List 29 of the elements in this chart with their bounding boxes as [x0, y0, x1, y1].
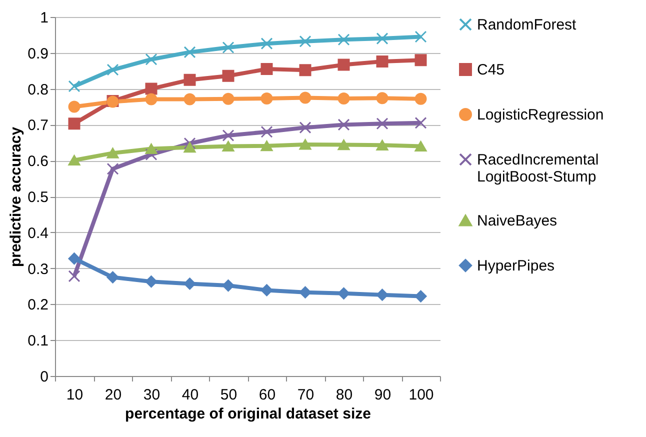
legend-label: RandomForest: [477, 16, 578, 34]
x-tick-label: 40: [182, 386, 199, 404]
x-tick-label: 60: [258, 386, 276, 404]
x-tick-label: 100: [408, 386, 434, 404]
y-tick-label: 0.9: [28, 45, 48, 62]
y-tick-label: 0.3: [28, 260, 48, 278]
y-tick-label: 0.6: [28, 153, 48, 170]
y-tick-label: 0.5: [28, 189, 48, 206]
x-tick-label: 50: [220, 386, 238, 404]
legend-label: C45: [477, 62, 505, 78]
x-tick-label: 80: [336, 386, 353, 404]
y-tick-label: 0.1: [28, 332, 48, 350]
legend-label: LogisticRegression: [477, 106, 604, 124]
x-tick-label: 70: [297, 386, 314, 404]
y-axis-title: predictive accuracy: [8, 126, 25, 268]
y-tick-label: 1: [40, 10, 48, 26]
y-tick-label: 0.2: [28, 296, 48, 314]
legend-label: RacedIncremental LogitBoost-Stump: [477, 152, 599, 186]
legend-label: HyperPipes: [477, 258, 555, 274]
y-tick-label: 0.8: [28, 81, 48, 98]
y-tick-label: 0.4: [28, 224, 48, 242]
x-tick-label: 10: [66, 386, 84, 404]
y-tick-label: 0: [40, 368, 48, 386]
legend-label: NaiveBayes: [477, 212, 558, 230]
x-tick-label: 20: [104, 386, 122, 404]
y-tick-label: 0.7: [28, 117, 48, 134]
x-axis-title: percentage of original dataset size: [125, 406, 371, 422]
x-tick-label: 90: [374, 386, 392, 404]
x-tick-label: 30: [143, 386, 160, 404]
